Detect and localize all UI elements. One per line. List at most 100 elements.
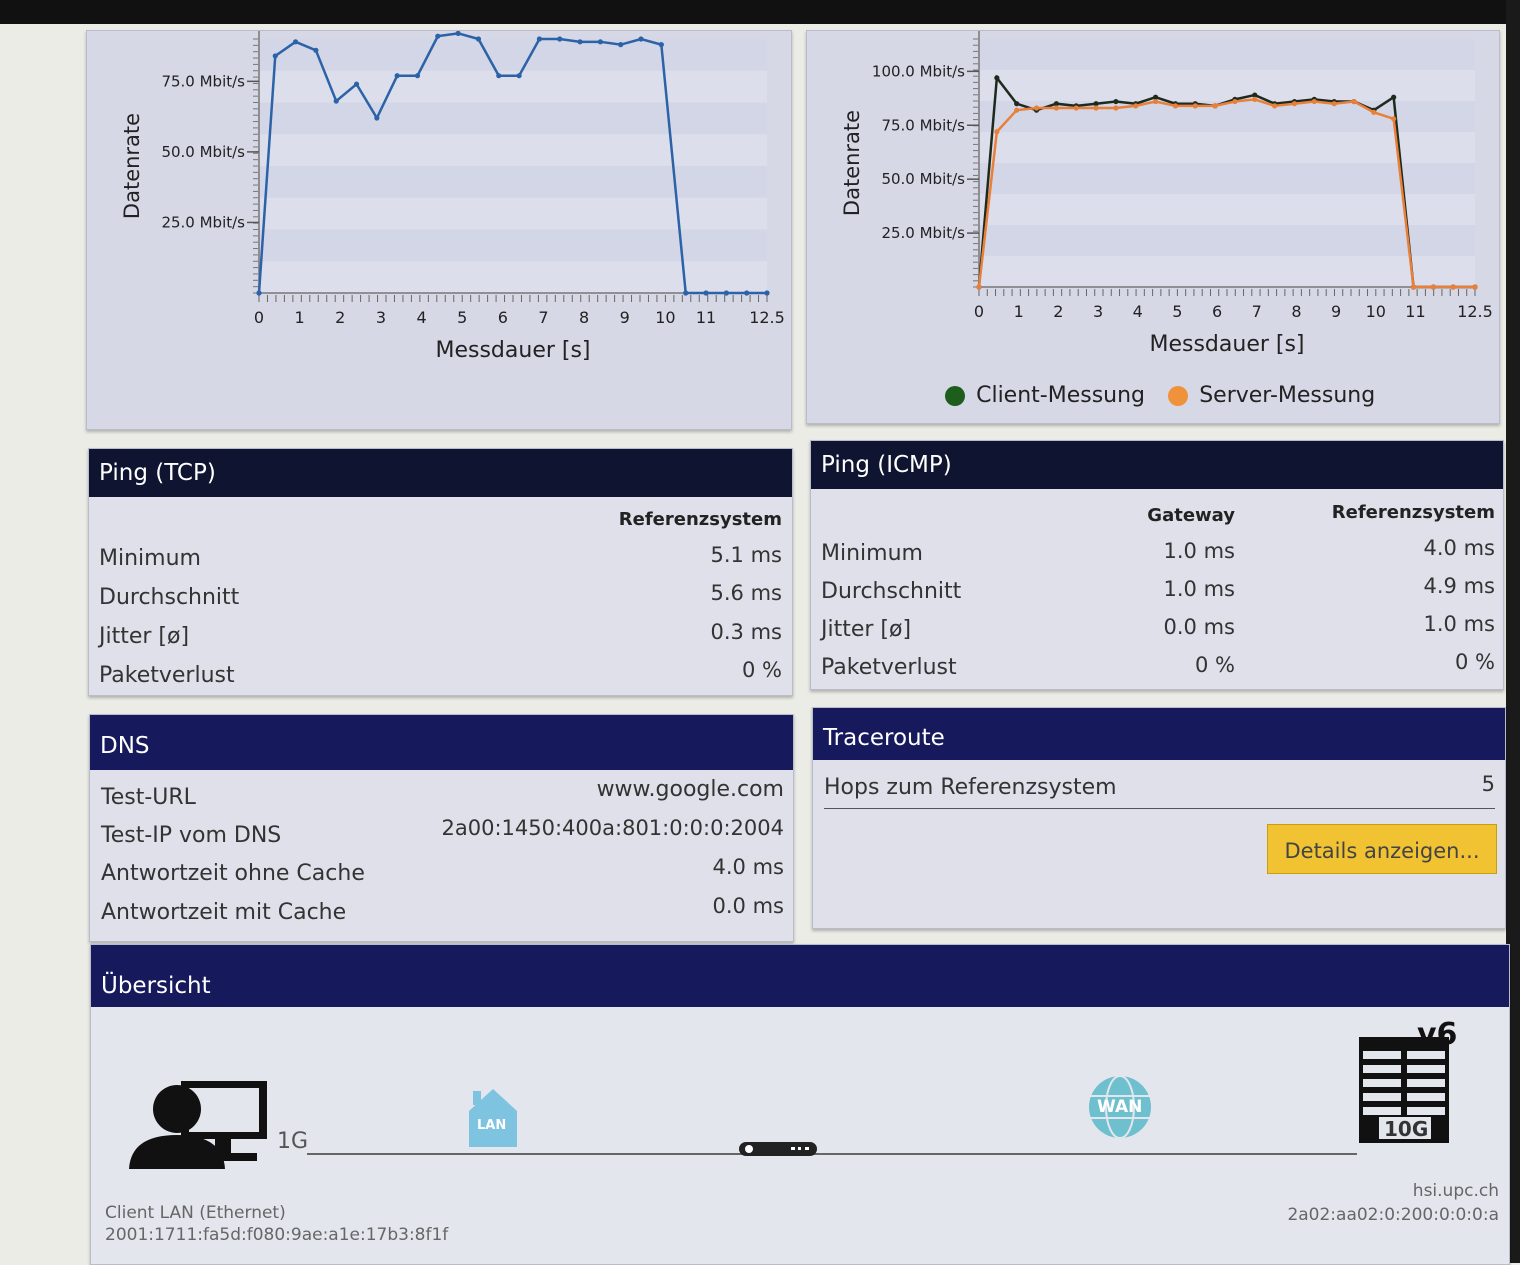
dns-panel: DNS Test-URL www.google.com Test-IP vom … [89,714,794,942]
x-tick-label: 2 [335,308,345,327]
ping-tcp-value-loss: 0 % [742,658,782,682]
legend-server-label: Server-Messung [1199,383,1376,408]
client-speed-label: 1G [277,1129,309,1154]
traceroute-title: Traceroute [813,708,1505,760]
plot-band [979,163,1475,194]
details-button[interactable]: Details anzeigen... [1267,824,1497,874]
series-point [1073,105,1079,111]
x-tick-label: 11 [1405,302,1425,321]
traceroute-panel: Traceroute Hops zum Referenzsystem 5 [812,707,1506,929]
x-tick-label: 1 [295,308,305,327]
legend-server-swatch [1168,385,1189,406]
series-point [1192,103,1198,109]
connection-line [307,1153,1357,1155]
series-point [1033,105,1040,111]
ping-tcp-label-avg: Durchschnitt [99,585,240,610]
ping-icmp-gateway-avg: 1.0 ms [1163,577,1235,601]
series-point [1093,101,1099,107]
series-point [994,75,1000,81]
ping-tcp-value-jitter: 0.3 ms [710,620,782,644]
dns-value-ip: 2a00:1450:400a:801:0:0:0:2004 [441,816,784,840]
series-point [1410,284,1417,290]
series-point [1152,98,1159,105]
y-axis-title: Datenrate [840,110,864,216]
ping-icmp-gateway-loss: 0 % [1195,653,1235,677]
legend-client-swatch [945,385,965,406]
ping-icmp-label-avg: Durchschnitt [821,579,962,604]
overview-title: Übersicht [91,945,1509,1007]
ping-icmp-ref-jitter: 1.0 ms [1423,612,1495,636]
series-point [475,36,482,42]
y-tick-label: 50.0 Mbit/s [881,170,965,188]
x-tick-label: 0 [254,308,264,327]
ping-icmp-ref-min: 4.0 ms [1423,536,1495,560]
client-computer-icon [129,1081,267,1169]
download-chart-panel: 0 1 2 3 4 5 6 7 8 9 10 11 12.5 25.0 Mbit/s 50.0 Mbit/s… [86,30,792,430]
series-point [557,36,563,42]
ping-icmp-gateway-jitter: 0.0 ms [1163,615,1235,639]
plot-band [259,39,767,71]
client-name: Client LAN (Ethernet) [105,1203,286,1223]
server-rack-icon [1359,1037,1449,1143]
series-point [536,36,543,42]
x-tick-label: 5 [1172,302,1182,321]
x-tick-label: 10 [1366,302,1386,321]
series-point [1391,94,1397,100]
series-point [496,73,502,79]
lan-house-icon [469,1089,517,1147]
y-tick-label: 100.0 Mbit/s [872,62,965,80]
x-axis-title: Messdauer [s] [435,338,590,363]
series-point [658,42,664,48]
plot-band [259,229,767,262]
series-point [703,290,709,296]
ping-icmp-ref-loss: 0 % [1455,650,1495,674]
x-tick-label: 9 [1331,302,1341,321]
ping-tcp-title: Ping (TCP) [89,449,792,497]
dns-label-url: Test-URL [101,785,196,810]
client-ip: 2001:1711:fa5d:f080:9ae:a1e:17b3:8f1f [105,1225,449,1245]
y-tick-label: 25.0 Mbit/s [161,213,245,231]
ping-icmp-gateway-min: 1.0 ms [1163,539,1235,563]
series-point [292,39,299,45]
series-point [764,290,770,296]
series-point [313,47,319,53]
x-tick-label: 7 [1252,302,1262,321]
top-dark-bar [0,0,1520,24]
dns-value-url: www.google.com [596,777,784,802]
series-line [257,32,767,295]
series-point [353,81,360,87]
x-tick-label: 0 [974,302,984,321]
series-point [516,73,522,79]
series-point [1391,116,1397,122]
upload-chart-panel: 0 1 2 3 4 5 6 7 8 9 10 11 12.5 25.0 Mbit/s 50.0 Mbit/s… [806,30,1500,424]
ping-tcp-label-min: Minimum [99,546,201,571]
ping-tcp-label-jitter: Jitter [ø] [99,624,190,649]
x-tick-label: 7 [538,308,548,327]
series-point [1371,109,1377,115]
plot-band [979,101,1475,132]
ping-icmp-label-min: Minimum [821,541,923,566]
ping-icmp-col-ref: Referenzsystem [1331,502,1495,523]
ping-tcp-value-min: 5.1 ms [710,543,782,567]
ping-icmp-col-gateway: Gateway [1147,505,1235,526]
series-point [1450,284,1456,290]
x-tick-label: 5 [457,308,467,327]
ping-tcp-col-ref: Referenzsystem [618,509,782,530]
plot-band [979,225,1475,256]
series-point [1172,103,1179,109]
server-ip: 2a02:aa02:0:200:0:0:0:a [1287,1205,1499,1225]
series-point [1152,94,1159,100]
series-point [683,290,689,296]
series-line [977,98,1475,289]
y-tick-label: 25.0 Mbit/s [881,224,965,242]
y-axis-title: Datenrate [120,113,144,219]
ping-icmp-label-jitter: Jitter [ø] [821,617,912,642]
x-tick-label: 4 [416,308,426,327]
series-point [272,53,278,59]
x-tick-label: 6 [1212,302,1222,321]
series-point [1272,103,1278,109]
series-point [374,115,380,121]
dns-label-ip: Test-IP vom DNS [101,823,282,848]
server-speed-label: 10G [1384,1117,1429,1141]
series-point [577,39,583,45]
